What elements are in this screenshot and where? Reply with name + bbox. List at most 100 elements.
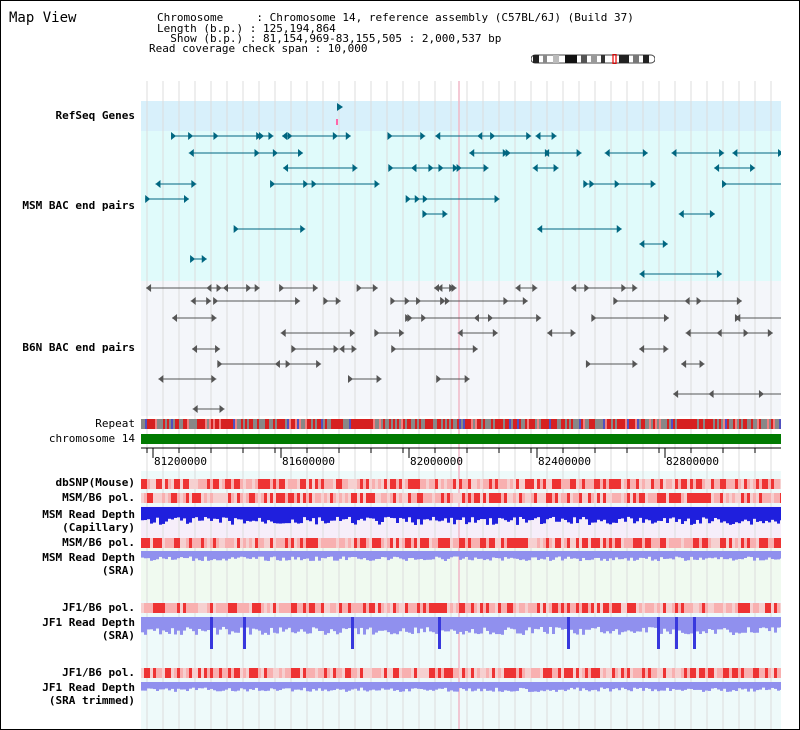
msm-depth-sra [399, 551, 402, 559]
jf1-pol-band [276, 603, 279, 613]
repeat-segment [603, 419, 605, 429]
dbsnp-band [579, 479, 582, 489]
msm-depth-sra [207, 551, 210, 561]
dbsnp-band [360, 479, 363, 489]
jf1-depth-trimmed [342, 682, 345, 690]
jf1-depth-sra [765, 617, 768, 629]
jf1-depth-sra [285, 617, 288, 630]
repeat-segment [367, 419, 369, 429]
jf1-pol-band-2 [381, 668, 384, 678]
msm-depth-capillary [510, 507, 513, 521]
jf1-depth-sra [648, 617, 651, 628]
repeat-segment [661, 419, 663, 429]
msm-depth-capillary [315, 507, 318, 525]
repeat-segment [573, 419, 575, 429]
repeat-segment [175, 419, 177, 429]
repeat-segment [239, 419, 241, 429]
jf1-pol-band-2 [351, 668, 354, 678]
track-label-msm-pol-2[interactable]: MSM/B6 pol. [62, 536, 135, 549]
jf1-pol-band [372, 603, 375, 613]
msm-depth-sra [222, 551, 225, 559]
repeat-segment [737, 419, 739, 429]
jf1-depth-trimmed [522, 682, 525, 689]
msm-depth-capillary [429, 507, 432, 521]
msm-pol-band-2 [780, 538, 781, 548]
repeat-segment [231, 419, 233, 429]
msm-pol-band [321, 493, 324, 503]
repeat-segment [147, 419, 149, 429]
chromosome-ideogram[interactable] [531, 54, 655, 64]
repeat-segment [397, 419, 399, 429]
track-label-msm-pol[interactable]: MSM/B6 pol. [62, 491, 135, 504]
msm-pol-band-2 [498, 538, 501, 548]
jf1-pol-band [570, 603, 573, 613]
track-label-chromosome: chromosome 14 [48, 432, 135, 445]
jf1-depth-sra [762, 617, 765, 628]
msm-depth-sra [531, 551, 534, 558]
track-label-msm-depth-capillary[interactable]: MSM Read Depth (Capillary) [42, 508, 135, 534]
track-label-dbsnp[interactable]: dbSNP(Mouse) [55, 476, 135, 489]
track-label-jf1-pol-2[interactable]: JF1/B6 pol. [62, 666, 135, 679]
jf1-pol-band [591, 603, 594, 613]
dbsnp-band [534, 479, 537, 489]
repeat-segment [523, 419, 525, 429]
jf1-pol-band [753, 603, 756, 613]
msm-pol-band-2 [552, 538, 555, 548]
track-label-refseq[interactable]: RefSeq Genes [55, 109, 135, 122]
dbsnp-band [378, 479, 381, 489]
msm-pol-band [351, 493, 354, 503]
msm-pol-band [360, 493, 363, 503]
repeat-segment [663, 419, 665, 429]
msm-depth-sra [576, 551, 579, 559]
msm-pol-band-2 [477, 538, 480, 548]
msm-depth-sra [591, 551, 594, 560]
jf1-depth-sra [555, 617, 558, 628]
jf1-depth-sra [225, 617, 228, 630]
dbsnp-band [456, 479, 459, 489]
dbsnp-band [540, 479, 543, 489]
msm-depth-sra [318, 551, 321, 561]
dbsnp-band [363, 479, 366, 489]
jf1-depth-sra [495, 617, 498, 635]
jf1-depth-sra [339, 617, 342, 633]
header-coverage-span: Read coverage check span : 10,000 [149, 42, 368, 55]
track-label-jf1-depth-trimmed[interactable]: JF1 Read Depth (SRA trimmed) [42, 681, 135, 707]
repeat-segment [391, 419, 393, 429]
repeat-segment [513, 419, 515, 429]
dbsnp-band [543, 479, 546, 489]
jf1-pol-band-2 [618, 668, 621, 678]
track-label-msm-bac[interactable]: MSM BAC end pairs [22, 199, 135, 212]
msm-pol-band [723, 493, 726, 503]
jf1-depth-sra [624, 617, 627, 632]
msm-pol-band-2 [540, 538, 543, 548]
msm-pol-band-2 [645, 538, 648, 548]
msm-depth-capillary [594, 507, 597, 523]
msm-depth-sra [162, 551, 165, 559]
dbsnp-band [435, 479, 438, 489]
jf1-depth-trimmed [471, 682, 474, 692]
repeat-segment [191, 419, 193, 429]
msm-bac-pair-end [662, 240, 668, 248]
tracks-panel[interactable] [141, 1, 781, 729]
jf1-pol-band [618, 603, 621, 613]
msm-bac-pair-end [526, 132, 532, 140]
jf1-pol-band [609, 603, 612, 613]
msm-depth-sra [141, 551, 144, 558]
jf1-depth-sra [318, 617, 321, 632]
dbsnp-band [600, 479, 603, 489]
track-label-jf1-depth-sra[interactable]: JF1 Read Depth (SRA) [42, 616, 135, 642]
repeat-segment [347, 419, 349, 429]
track-label-b6n-bac[interactable]: B6N BAC end pairs [22, 341, 135, 354]
jf1-depth-trimmed [165, 682, 168, 689]
track-label-msm-depth-sra[interactable]: MSM Read Depth (SRA) [42, 551, 135, 577]
jf1-depth-trimmed [264, 682, 267, 692]
jf1-pol-band [603, 603, 606, 613]
msm-pol-band-2 [495, 538, 498, 548]
jf1-pol-band [147, 603, 150, 613]
msm-pol-band [309, 493, 312, 503]
msm-pol-band-2 [264, 538, 267, 548]
msm-bac-pair-end [298, 149, 304, 157]
track-label-jf1-pol[interactable]: JF1/B6 pol. [62, 601, 135, 614]
dbsnp-band [474, 479, 477, 489]
